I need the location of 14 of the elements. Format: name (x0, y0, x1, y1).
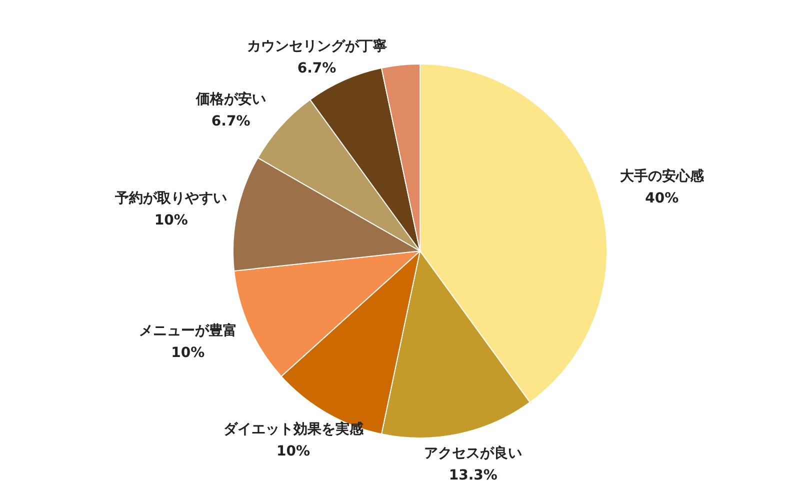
data-label: 10% (171, 344, 205, 361)
slice-label: メニューが豊富 (138, 322, 237, 339)
data-label: 10% (276, 443, 310, 460)
slice-label: アクセスが良い (424, 444, 522, 462)
data-label: 6.7% (297, 60, 336, 76)
slice-label: カウンセリングが丁寧 (246, 37, 387, 54)
slice-label: ダイエット効果を実感 (223, 420, 364, 438)
slice-label: 価格が安い (194, 90, 266, 108)
data-label: 40% (645, 190, 679, 207)
slice-label: 大手の安心感 (620, 168, 705, 185)
slice-label: 予約が取りやすい (114, 190, 228, 207)
data-label: 13.3% (448, 467, 498, 484)
data-label: 6.7% (211, 113, 250, 130)
data-label: 10% (154, 212, 188, 229)
